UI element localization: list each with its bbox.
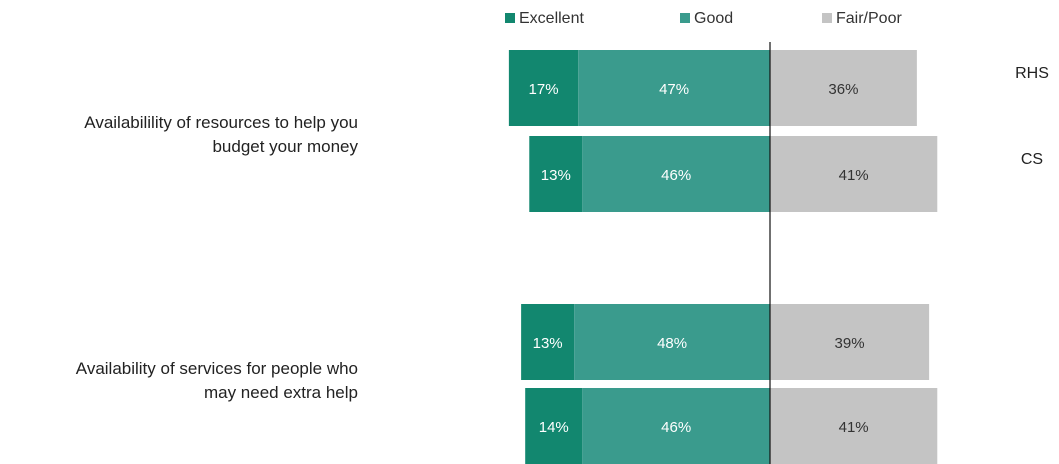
value-label-excellent: 14% — [539, 419, 569, 436]
bar-good — [582, 388, 770, 464]
value-label-fair-poor: 36% — [828, 81, 858, 98]
value-label-good: 46% — [661, 419, 691, 436]
legend-label-good: Good — [694, 10, 733, 27]
legend-label-excellent: Excellent — [519, 10, 584, 27]
bar-excellent — [508, 50, 579, 126]
value-label-fair-poor: 41% — [839, 167, 869, 184]
legend-swatch-good — [680, 13, 690, 23]
legend-swatch-fair-poor — [822, 13, 832, 23]
category-label: budget your money — [212, 137, 358, 156]
value-label-good: 48% — [657, 335, 687, 352]
bar-good — [578, 50, 770, 126]
category-label: Availability of services for people who — [76, 359, 358, 378]
value-label-good: 47% — [659, 81, 689, 98]
value-label-fair-poor: 41% — [839, 419, 869, 436]
legend-swatch-excellent — [505, 13, 515, 23]
bar-fair-poor — [770, 304, 930, 380]
legend-label-fair-poor: Fair/Poor — [836, 10, 902, 27]
bar-fair-poor — [770, 388, 938, 464]
row-label-rhs: RHS — [1015, 65, 1049, 82]
row-label-cs: CS — [1021, 151, 1043, 168]
bar-excellent — [529, 136, 583, 212]
value-label-excellent: 13% — [541, 167, 571, 184]
category-label: may need extra help — [204, 383, 358, 402]
bar-excellent — [525, 388, 583, 464]
value-label-excellent: 17% — [529, 81, 559, 98]
bar-fair-poor — [770, 50, 917, 126]
value-label-good: 46% — [661, 167, 691, 184]
category-label: Availabilility of resources to help you — [84, 113, 358, 132]
bar-fair-poor — [770, 136, 938, 212]
value-label-excellent: 13% — [533, 335, 563, 352]
bar-good — [574, 304, 770, 380]
bar-good — [582, 136, 770, 212]
bar-excellent — [521, 304, 575, 380]
value-label-fair-poor: 39% — [835, 335, 865, 352]
